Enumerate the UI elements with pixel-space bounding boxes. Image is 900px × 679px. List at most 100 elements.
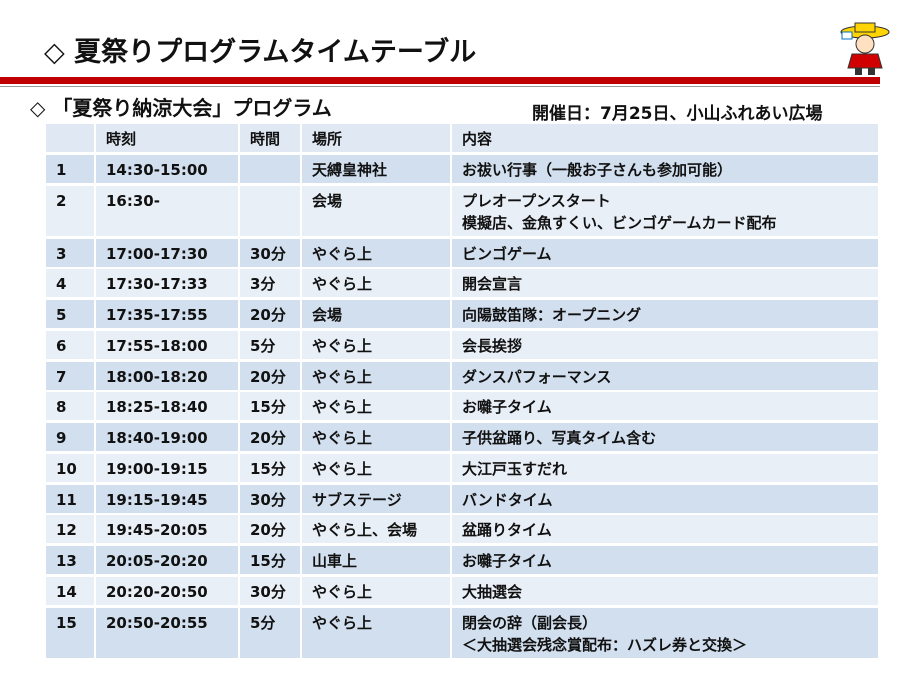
cell-text: 10 <box>56 459 77 478</box>
table-cell: 20分 <box>240 361 300 390</box>
cell-text: 17:35-17:55 <box>106 306 208 324</box>
cell-text: 大抽選会 <box>462 582 523 601</box>
cell-text: 30分 <box>250 490 286 509</box>
table-cell: 19:15-19:45 <box>96 484 238 513</box>
table-cell <box>240 155 300 183</box>
table-cell: やぐら上、会場 <box>302 515 450 544</box>
cell-text: 18:40-19:00 <box>106 429 208 447</box>
cell-text: 閉会の辞（副会長） <box>462 613 598 632</box>
table-cell: 会長挨拶 <box>452 330 878 359</box>
cell-text: 5 <box>56 306 67 324</box>
table-cell: 18:00-18:20 <box>96 361 238 390</box>
header-cell: 場所 <box>302 124 450 152</box>
cell-text: 17:55-18:00 <box>106 336 208 355</box>
cell-text: 3 <box>56 244 67 263</box>
cell-text: 3分 <box>250 275 276 294</box>
cell-text: 30分 <box>250 244 286 263</box>
table-cell: やぐら上 <box>302 453 450 482</box>
header-cell: 時刻 <box>96 124 238 152</box>
cell-text: 9 <box>56 429 67 447</box>
cell-text: 時間 <box>250 130 281 148</box>
table-cell: 子供盆踊り、写真タイム含む <box>452 423 878 451</box>
table-cell: 天縛皇神社 <box>302 155 450 183</box>
subtitle: ◇ 「夏祭り納涼大会」プログラム <box>30 96 332 120</box>
table-cell: 30分 <box>240 238 300 267</box>
cell-text: 内容 <box>462 130 493 148</box>
cell-text: 15分 <box>250 398 286 417</box>
cell-text: やぐら上 <box>312 459 373 478</box>
table-cell: 大抽選会 <box>452 576 878 605</box>
table-cell: 4 <box>46 269 94 298</box>
event-date: 開催日：7月25日、小山ふれあい広場 <box>532 104 823 124</box>
cell-text: 18:25-18:40 <box>106 398 208 417</box>
cell-text: 14 <box>56 582 77 601</box>
cell-text: 20分 <box>250 367 286 386</box>
cell-text: やぐら上 <box>312 613 373 632</box>
cell-text: 子供盆踊り、写真タイム含む <box>462 429 657 447</box>
cell-text: やぐら上、会場 <box>312 521 418 540</box>
header-cell: 時間 <box>240 124 300 152</box>
cell-text: 開会宣言 <box>462 275 523 294</box>
table-cell: 30分 <box>240 484 300 513</box>
table-cell: やぐら上 <box>302 392 450 421</box>
cell-text: バンドタイム <box>462 490 553 509</box>
table-cell: 20分 <box>240 423 300 451</box>
table-cell: 3分 <box>240 269 300 298</box>
table-cell: ビンゴゲーム <box>452 238 878 267</box>
cell-text: ビンゴゲーム <box>462 244 552 263</box>
cell-text: 場所 <box>312 130 343 148</box>
cell-text: やぐら上 <box>312 582 373 601</box>
cell-text: 8 <box>56 398 67 417</box>
table-cell: 30分 <box>240 576 300 605</box>
table-cell: やぐら上 <box>302 238 450 267</box>
cell-text: 会長挨拶 <box>462 336 523 355</box>
table-cell: 15分 <box>240 546 300 574</box>
table-cell: バンドタイム <box>452 484 878 513</box>
cell-text: 1 <box>56 161 67 179</box>
cell-text: やぐら上 <box>312 275 373 294</box>
table-cell: 1 <box>46 155 94 183</box>
table-cell: プレオープンスタート 模擬店、金魚すくい、ビンゴゲームカード配布 <box>452 185 878 236</box>
table-cell: 17:30-17:33 <box>96 269 238 298</box>
table-cell: お祓い行事（一般お子さんも参加可能） <box>452 155 878 183</box>
table-cell: 会場 <box>302 300 450 328</box>
table-cell: 16:30- <box>96 185 238 236</box>
table-cell <box>240 185 300 236</box>
table-cell: 会場 <box>302 185 450 236</box>
cell-text: 時刻 <box>106 130 137 148</box>
table-cell: サブステージ <box>302 484 450 513</box>
cell-text: プレオープンスタート <box>462 191 611 210</box>
table-cell: 18:40-19:00 <box>96 423 238 451</box>
table-cell: 12 <box>46 515 94 544</box>
cell-text: 天縛皇神社 <box>312 161 388 179</box>
cell-text: 5分 <box>250 336 276 355</box>
cell-text: 19:45-20:05 <box>106 521 208 540</box>
table-cell: 15 <box>46 607 94 658</box>
table-cell: 向陽鼓笛隊：オープニング <box>452 300 878 328</box>
cell-text: 13 <box>56 552 77 570</box>
table-cell: やぐら上 <box>302 423 450 451</box>
table-cell: やぐら上 <box>302 607 450 658</box>
table-cell: 20:50-20:55 <box>96 607 238 658</box>
table-cell: お囃子タイム <box>452 546 878 574</box>
mascot <box>840 22 890 75</box>
table-cell: 15分 <box>240 392 300 421</box>
cell-text: 20分 <box>250 521 286 540</box>
cell-text: 山車上 <box>312 552 358 570</box>
table-cell: 5 <box>46 300 94 328</box>
red-rule <box>0 77 880 84</box>
table-cell: 19:00-19:15 <box>96 453 238 482</box>
table-cell: 17:55-18:00 <box>96 330 238 359</box>
cell-text: 会場 <box>312 191 343 210</box>
cell-text: 4 <box>56 275 67 294</box>
cell-text: 盆踊りタイム <box>462 521 552 540</box>
table-cell: 17:00-17:30 <box>96 238 238 267</box>
table-cell: やぐら上 <box>302 269 450 298</box>
cell-text: 20:50-20:55 <box>106 613 208 632</box>
cell-text: お祓い行事（一般お子さんも参加可能） <box>462 161 733 179</box>
cell-text: 大江戸玉すだれ <box>462 459 568 478</box>
cell-text: 向陽鼓笛隊：オープニング <box>462 306 642 324</box>
table-cell: 大江戸玉すだれ <box>452 453 878 482</box>
cell-text: やぐら上 <box>312 336 373 355</box>
